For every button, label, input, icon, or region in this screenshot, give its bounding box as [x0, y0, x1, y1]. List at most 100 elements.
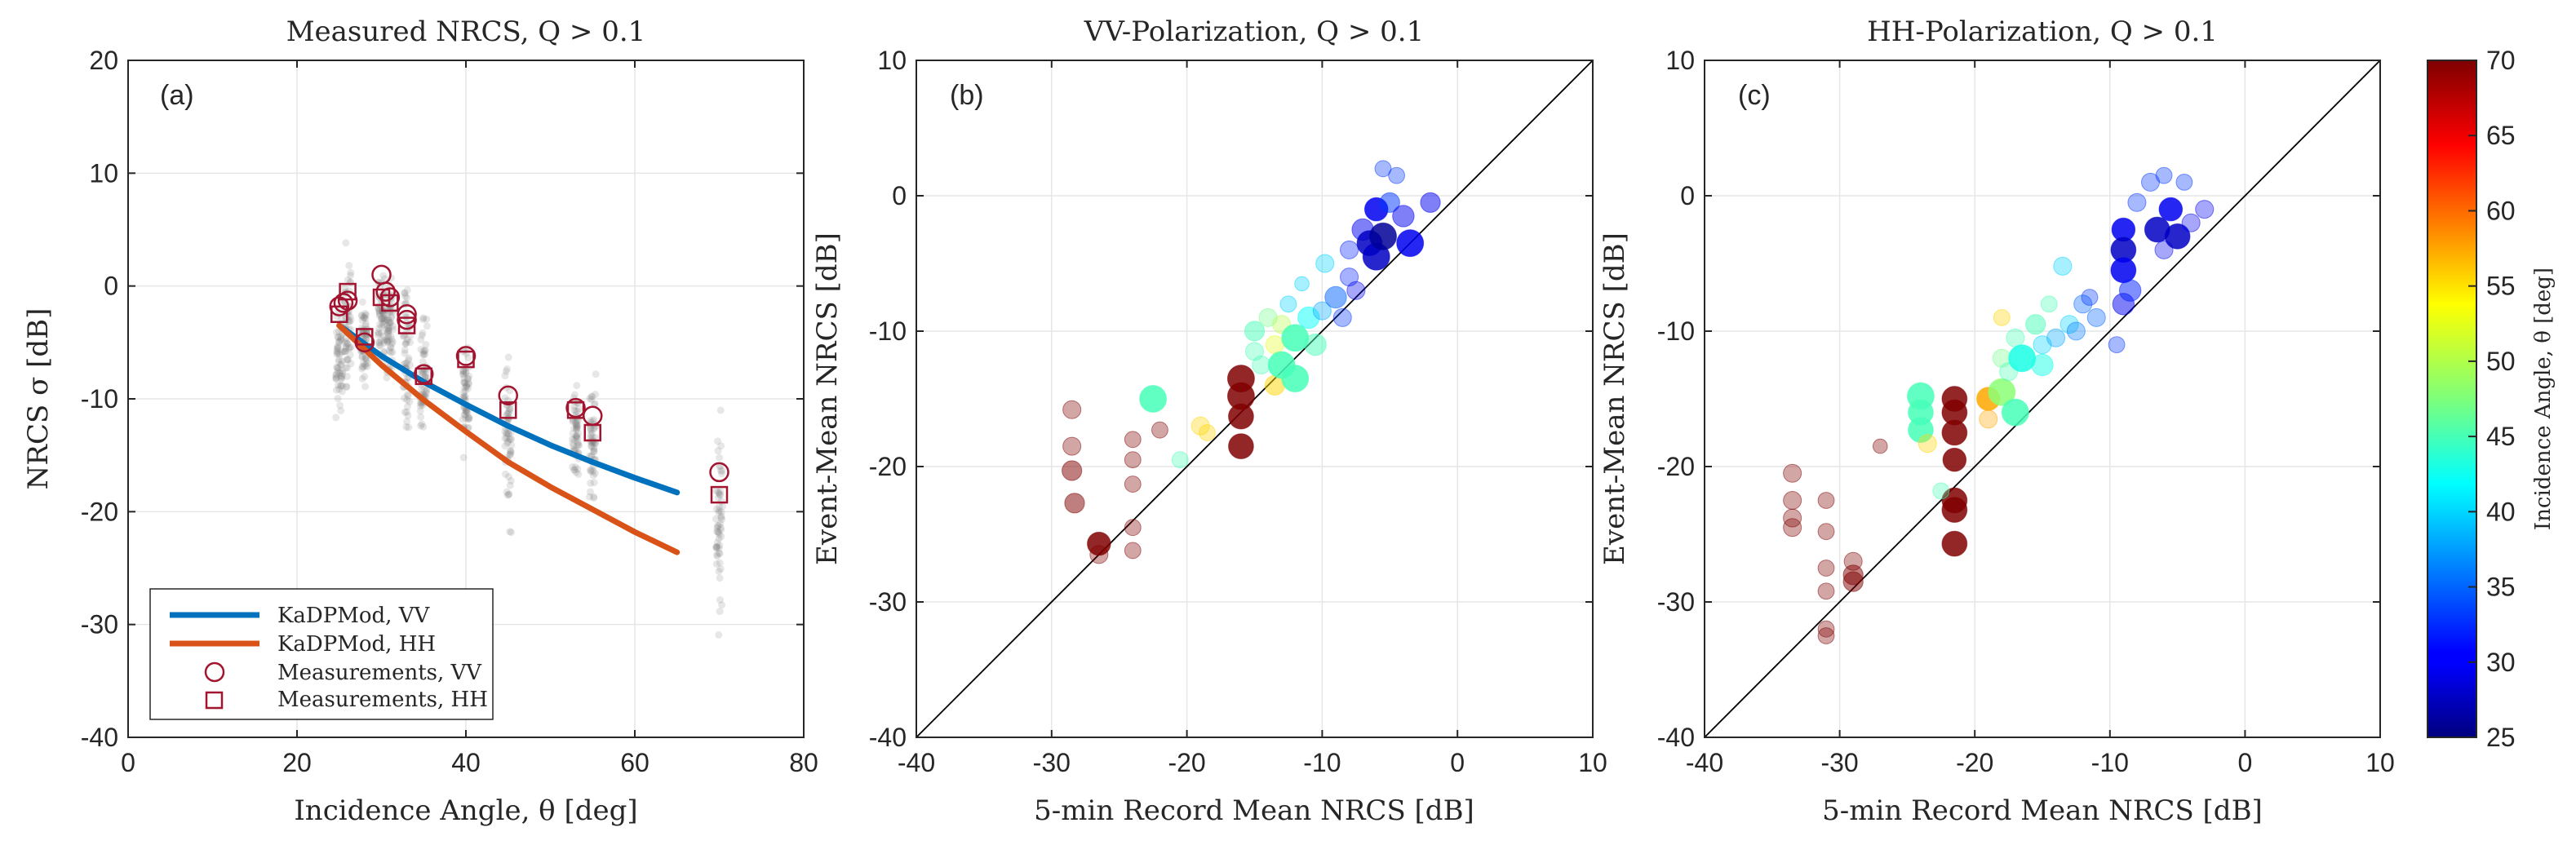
raw-sample-point: [388, 335, 396, 343]
scatter-point: [1062, 460, 1083, 481]
scatter-point: [1124, 476, 1142, 493]
raw-sample-point: [568, 462, 576, 471]
raw-sample-point: [461, 393, 469, 401]
scatter-point: [1932, 482, 1950, 500]
measurement-hh-marker: [710, 485, 729, 504]
raw-sample-point: [340, 284, 348, 292]
raw-sample-point: [405, 354, 413, 362]
raw-sample-point: [384, 329, 392, 337]
raw-sample-point: [342, 239, 350, 247]
scatter-point: [2081, 289, 2099, 306]
raw-sample-point: [401, 290, 409, 298]
raw-sample-point: [417, 335, 425, 343]
raw-sample-point: [574, 441, 583, 449]
raw-sample-point: [403, 294, 411, 302]
raw-sample-point: [358, 374, 366, 383]
raw-sample-point: [714, 488, 722, 496]
raw-sample-point: [462, 414, 470, 422]
x-tick-label: -20: [1168, 748, 1205, 777]
raw-sample-point: [416, 402, 424, 410]
x-tick-label: -30: [1033, 748, 1071, 777]
raw-sample-point: [715, 528, 723, 536]
scatter-point: [1941, 497, 1968, 524]
raw-sample-point: [716, 559, 724, 567]
scatter-point: [1908, 417, 1934, 444]
raw-sample-point: [422, 340, 430, 348]
raw-sample-point: [402, 422, 410, 431]
raw-sample-point: [573, 426, 581, 434]
scatter-point: [1151, 421, 1168, 439]
raw-sample-point: [384, 330, 392, 338]
raw-sample-point: [375, 338, 383, 347]
panel-a-ticks: 0 20 40 60 80 20 10 0 -10 -20 -30 -40: [81, 46, 818, 777]
raw-sample-point: [716, 524, 725, 532]
raw-sample-point: [389, 325, 397, 334]
scatter-point: [1281, 365, 1310, 393]
raw-sample-point: [464, 379, 472, 387]
panel-b-ylabel: Event-Mean NRCS [dB]: [811, 232, 844, 565]
x-tick-label: -10: [1303, 748, 1341, 777]
raw-sample-point: [461, 378, 469, 387]
raw-sample-point: [375, 312, 384, 320]
raw-sample-point: [332, 328, 340, 336]
raw-sample-point: [387, 319, 395, 327]
measurement-vv-marker: [565, 397, 586, 418]
raw-sample-point: [717, 470, 725, 478]
raw-sample-point: [342, 344, 350, 352]
raw-sample-point: [335, 338, 343, 346]
x-tick-label: -40: [1686, 748, 1723, 777]
measurement-vv-marker: [397, 309, 417, 330]
raw-sample-point: [380, 336, 388, 344]
raw-sample-point: [406, 338, 415, 347]
panel-b-title: VV-Polarization, Q > 0.1: [1084, 15, 1424, 48]
raw-sample-point: [589, 471, 597, 480]
raw-sample-point: [340, 347, 348, 356]
raw-sample-point: [335, 369, 344, 377]
raw-sample-point: [714, 437, 722, 445]
raw-sample-point: [388, 322, 397, 330]
raw-sample-point: [419, 350, 428, 358]
raw-sample-point: [715, 507, 723, 515]
raw-sample-point: [358, 298, 366, 306]
raw-sample-point: [387, 332, 395, 340]
raw-sample-point: [459, 453, 468, 462]
raw-sample-point: [712, 544, 720, 552]
scatter-point: [2155, 166, 2173, 184]
raw-sample-point: [572, 468, 580, 476]
scatter-point: [1265, 335, 1284, 355]
raw-sample-point: [374, 329, 382, 337]
raw-sample-point: [385, 320, 393, 328]
raw-sample-point: [375, 310, 384, 318]
scatter-point: [1124, 542, 1142, 560]
raw-sample-point: [423, 322, 431, 330]
raw-sample-point: [419, 316, 428, 324]
x-tick-label: -20: [1956, 748, 1993, 777]
measurement-vv-marker: [375, 281, 396, 302]
raw-sample-point: [463, 407, 471, 415]
raw-sample-point: [506, 387, 514, 395]
raw-sample-point: [463, 409, 471, 417]
raw-sample-point: [419, 329, 427, 337]
raw-sample-point: [713, 538, 721, 546]
raw-sample-point: [363, 362, 371, 370]
raw-sample-point: [712, 543, 720, 551]
raw-sample-point: [590, 448, 598, 456]
raw-sample-point: [406, 397, 414, 405]
raw-sample-point: [501, 372, 509, 380]
raw-sample-point: [337, 372, 345, 380]
raw-sample-point: [337, 361, 345, 369]
raw-sample-point: [358, 365, 366, 373]
raw-sample-point: [338, 374, 346, 383]
raw-sample-point: [716, 467, 725, 475]
y-tick-label: 10: [89, 158, 118, 188]
raw-sample-point: [417, 413, 425, 421]
raw-sample-point: [418, 385, 426, 393]
raw-sample-point: [716, 491, 724, 499]
raw-sample-point: [462, 369, 470, 377]
scatter-point: [1171, 451, 1189, 469]
raw-sample-point: [361, 361, 370, 369]
raw-sample-point: [714, 447, 722, 455]
raw-sample-point: [460, 374, 468, 383]
raw-sample-point: [385, 324, 393, 332]
